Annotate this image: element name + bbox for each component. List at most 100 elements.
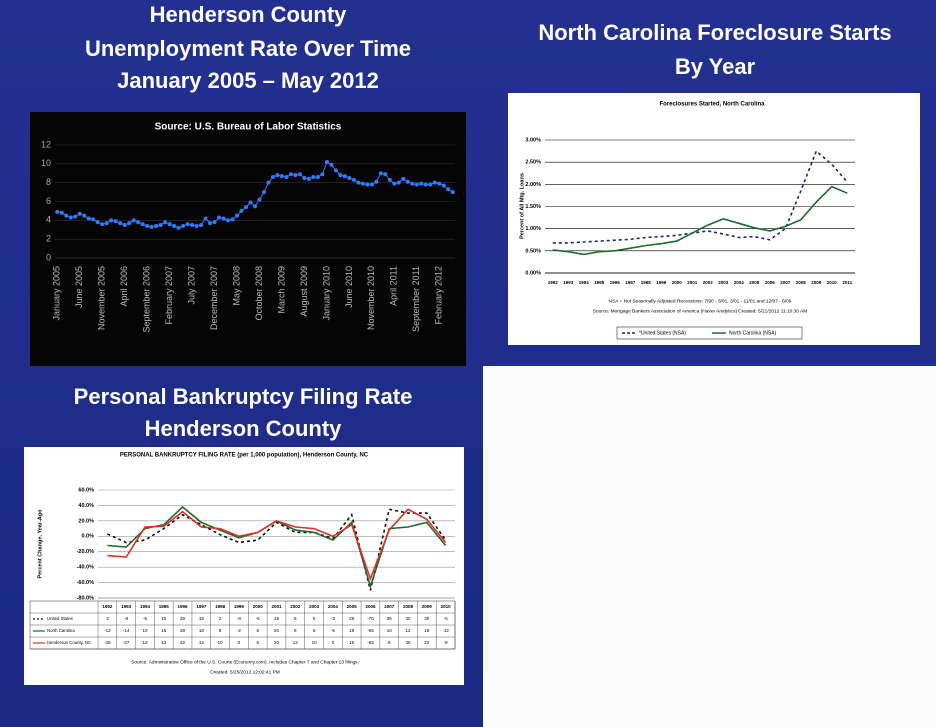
table-cell: 18: [424, 628, 430, 633]
table-cell: 20: [274, 640, 280, 645]
x-tick-label: January 2005: [52, 266, 62, 321]
table-cell: -8: [444, 640, 448, 645]
table-header: 2002: [290, 604, 301, 609]
table-header: 1993: [121, 604, 132, 609]
slide-title: Personal Bankruptcy Filing Rate: [74, 384, 413, 409]
slide-title: Unemployment Rate Over Time: [85, 36, 411, 61]
data-point: [136, 220, 141, 225]
data-point: [360, 181, 365, 186]
x-tick-label: June 2005: [74, 266, 84, 308]
y-tick-label: -60.0%: [77, 580, 95, 586]
table-cell: -12: [104, 628, 111, 633]
table-header: 1996: [178, 604, 189, 609]
data-point: [199, 223, 204, 228]
y-tick-label: 4: [46, 215, 51, 225]
legend-box: [616, 326, 803, 340]
data-point: [450, 190, 455, 195]
data-point: [383, 172, 388, 177]
table-header: 1998: [215, 604, 226, 609]
data-point: [149, 224, 154, 229]
x-tick-label: 2000: [672, 280, 683, 285]
table-cell: 0: [332, 640, 335, 645]
chart-title: PERSONAL BANKRUPTCY FILING RATE (per 1,0…: [120, 453, 369, 459]
data-point: [140, 222, 145, 227]
y-tick-label: 6: [46, 196, 51, 206]
data-point: [185, 222, 190, 227]
legend-label: *United States (NSA): [639, 330, 686, 336]
x-tick-label: 2002: [703, 280, 714, 285]
blank-panel: [483, 366, 936, 727]
slide-title: Henderson County: [145, 416, 343, 441]
data-point: [257, 197, 262, 202]
data-point: [338, 173, 343, 178]
table-cell: -25: [104, 640, 111, 645]
data-point: [221, 216, 226, 221]
data-point: [279, 174, 284, 179]
x-tick-label: March 2009: [276, 266, 286, 314]
y-tick-label: -80.0%: [77, 595, 95, 601]
data-point: [284, 175, 289, 180]
y-tick-label: 12: [41, 139, 51, 149]
x-tick-label: 1997: [625, 280, 636, 285]
data-line: [107, 508, 447, 582]
table-cell: 22: [424, 640, 430, 645]
table-cell: 12: [406, 628, 412, 633]
table-header: 1994: [140, 604, 151, 609]
data-line: [107, 508, 447, 591]
data-point: [217, 215, 222, 220]
y-tick-label: 0.0%: [81, 534, 94, 540]
table-cell: -70: [367, 616, 374, 621]
y-tick-label: 2.50%: [525, 160, 541, 166]
footnote: NSA = Not Seasonally Adjusted Recessions…: [609, 298, 792, 304]
table-cell: 30: [406, 616, 412, 621]
y-tick-label: -20.0%: [77, 549, 95, 555]
table-cell: 5: [256, 628, 259, 633]
data-point: [190, 223, 195, 228]
x-tick-label: 2009: [811, 280, 822, 285]
legend-label: North Carolina: [47, 628, 75, 633]
y-tick-label: 0.50%: [525, 248, 541, 254]
table-cell: 8: [294, 628, 297, 633]
data-point: [410, 181, 415, 186]
data-point: [230, 217, 235, 222]
data-point: [154, 223, 159, 228]
table-cell: 20: [274, 628, 280, 633]
chart-title: Foreclosures Started, North Carolina: [659, 102, 765, 108]
data-point: [374, 179, 379, 184]
table-cell: 3: [106, 616, 109, 621]
x-tick-label: 2008: [796, 280, 807, 285]
y-tick-label: 60.0%: [78, 487, 94, 493]
x-tick-label: 1995: [594, 280, 605, 285]
table-cell: 10: [218, 640, 224, 645]
y-tick-label: 10: [41, 158, 51, 168]
table-cell: 10: [142, 628, 148, 633]
chart-title: Source: U.S. Bureau of Labor Statistics: [155, 122, 342, 133]
footnote: Created: 5/25/2012 12:02:41 PM: [210, 669, 280, 675]
data-point: [446, 187, 451, 192]
table-cell: -2: [237, 628, 241, 633]
data-point: [329, 162, 334, 167]
table-cell: 15: [161, 628, 167, 633]
data-point: [176, 225, 181, 230]
y-tick-label: 0: [46, 252, 51, 262]
legend-label: United States: [47, 616, 73, 621]
table-cell: 10: [312, 640, 318, 645]
data-point: [118, 221, 123, 226]
x-tick-label: January 2010: [321, 266, 331, 321]
table-cell: 15: [199, 616, 205, 621]
table-cell: 28: [180, 616, 186, 621]
data-point: [109, 218, 114, 223]
data-point: [172, 223, 177, 228]
table-cell: 32: [180, 640, 186, 645]
slide-title: North Carolina Foreclosure Starts: [538, 20, 891, 45]
y-tick-label: 0.00%: [525, 270, 541, 276]
table-header: 2006: [365, 604, 376, 609]
table-cell: -5: [256, 616, 260, 621]
table-cell: 10: [161, 616, 167, 621]
table-header: 1997: [196, 604, 207, 609]
data-point: [64, 213, 69, 218]
data-point: [239, 208, 244, 213]
y-tick-label: 8: [46, 177, 51, 187]
slide-title: Henderson County: [150, 2, 348, 27]
